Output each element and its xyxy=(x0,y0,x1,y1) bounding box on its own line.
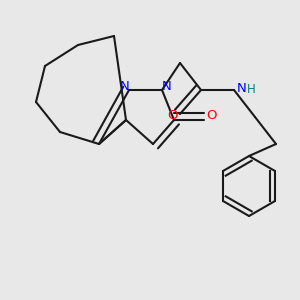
Text: H: H xyxy=(247,82,256,96)
Text: O: O xyxy=(206,109,217,122)
Text: O: O xyxy=(167,109,178,122)
Text: N: N xyxy=(237,82,246,95)
Text: N: N xyxy=(162,80,171,94)
Text: N: N xyxy=(120,80,129,94)
